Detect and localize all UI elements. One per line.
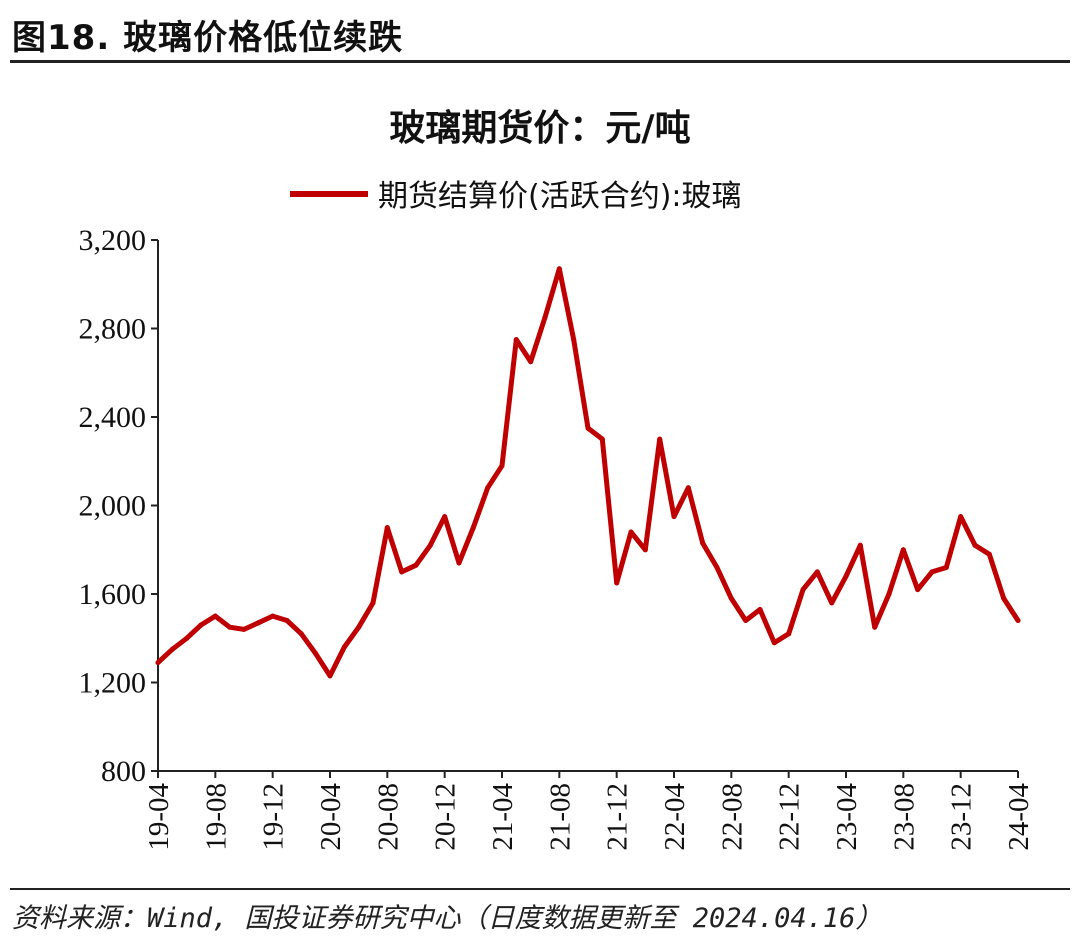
data-point [427, 542, 433, 548]
top-divider [10, 60, 1070, 63]
data-point [757, 607, 763, 612]
data-point [628, 529, 634, 535]
x-tick-label: 23-04 [831, 783, 863, 851]
data-point [155, 660, 161, 666]
x-tick-label: 19-04 [143, 783, 175, 851]
data-point [700, 540, 706, 546]
data-point [284, 618, 290, 623]
data-point [642, 547, 648, 553]
y-tick-label: 2,000 [79, 490, 147, 523]
data-point [657, 436, 663, 442]
data-point [542, 314, 548, 320]
data-point [313, 651, 319, 657]
data-point [499, 463, 505, 469]
data-point [413, 562, 419, 568]
data-point [513, 337, 519, 343]
legend-label: 期货结算价(活跃合约):玻璃 [378, 179, 742, 214]
x-tick-label: 22-08 [716, 783, 748, 851]
legend: 期货结算价(活跃合约):玻璃 [290, 179, 742, 214]
data-point [900, 547, 906, 553]
data-point [485, 485, 491, 491]
series-line [155, 266, 1021, 679]
figure-title: 图18. 玻璃价格低位续跌 [12, 18, 404, 58]
axes: 800 1,200 1,600 2,000 2,400 2,800 3,200 19-04 19… [79, 224, 1036, 851]
data-point [714, 565, 720, 570]
data-point [571, 337, 577, 343]
y-tick-label: 1,200 [79, 667, 147, 700]
data-point [1001, 595, 1007, 601]
data-point [585, 425, 591, 431]
x-tick-label: 21-12 [602, 783, 634, 851]
series-layer [155, 266, 1021, 679]
data-point [184, 635, 190, 641]
data-point [399, 569, 405, 575]
data-point [786, 631, 792, 637]
data-point [356, 624, 362, 630]
data-point [241, 626, 247, 632]
x-tick-label: 19-12 [258, 783, 290, 851]
data-point [370, 600, 376, 606]
data-point [614, 580, 620, 586]
x-tick-label: 23-12 [946, 783, 978, 851]
data-point [685, 485, 691, 491]
data-point [872, 624, 878, 630]
data-point [986, 551, 992, 557]
data-point [728, 595, 734, 601]
data-point [1015, 618, 1021, 623]
data-point [958, 514, 964, 520]
y-tick-label: 2,400 [79, 401, 147, 434]
bottom-divider [10, 888, 1070, 890]
data-point [886, 591, 892, 597]
data-point [470, 525, 476, 531]
x-tick-label: 20-12 [430, 783, 462, 851]
data-point [327, 673, 333, 679]
y-tick-label: 800 [101, 755, 146, 788]
chart-title: 玻璃期货价：元/吨 [389, 108, 690, 149]
data-point [915, 587, 921, 593]
data-point [384, 525, 390, 531]
data-point [298, 631, 304, 637]
x-tick-label: 24-04 [1003, 783, 1035, 851]
data-point [169, 646, 175, 652]
data-point [829, 600, 835, 606]
data-point [456, 560, 462, 566]
data-point [857, 542, 863, 548]
source-note: 资料来源：Wind, 国投证券研究中心（日度数据更新至 2024.04.16） [12, 903, 883, 934]
y-tick-label: 1,600 [79, 578, 147, 611]
data-point [270, 613, 276, 619]
y-tick-label: 2,800 [79, 313, 147, 346]
x-tick-label: 21-08 [544, 783, 576, 851]
data-point [255, 620, 261, 626]
data-point [671, 514, 677, 520]
data-point [212, 613, 218, 619]
data-point [814, 569, 820, 575]
data-point [556, 266, 562, 272]
y-tick-label: 3,200 [79, 224, 147, 257]
x-tick-label: 21-04 [487, 783, 519, 851]
data-point [843, 573, 849, 579]
data-point [972, 542, 978, 548]
x-tick-label: 19-08 [200, 783, 232, 851]
x-tick-label: 23-08 [888, 783, 920, 851]
x-tick-label: 20-04 [315, 783, 347, 851]
data-point [743, 618, 749, 623]
data-point [341, 644, 347, 650]
data-point [599, 436, 605, 442]
data-point [929, 569, 935, 575]
data-point [771, 640, 777, 646]
x-tick-label: 20-08 [372, 783, 404, 851]
data-point [442, 514, 448, 520]
x-tick-label: 22-04 [659, 783, 691, 851]
data-point [800, 587, 806, 593]
x-tick-label: 22-12 [774, 783, 806, 851]
data-point [227, 624, 233, 630]
data-point [943, 565, 949, 570]
data-point [528, 359, 534, 365]
data-point [198, 622, 204, 628]
